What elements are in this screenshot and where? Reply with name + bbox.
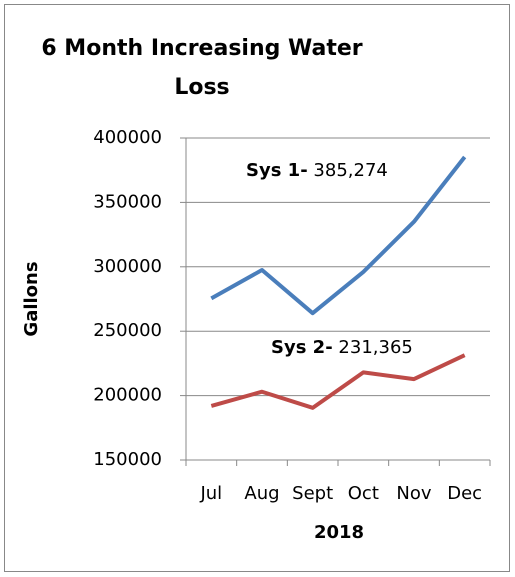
annotation: Sys 1- 385,274 bbox=[246, 160, 388, 181]
annotation-bold: Sys 2- bbox=[271, 337, 333, 358]
y-tick-label: 250000 bbox=[93, 320, 162, 341]
chart-title: Loss bbox=[174, 75, 229, 100]
x-tick-label: Aug bbox=[244, 483, 279, 504]
x-axis-label: 2018 bbox=[314, 522, 364, 543]
y-axis-label: Gallons bbox=[21, 261, 42, 336]
y-tick-label: 400000 bbox=[93, 127, 162, 148]
annotation-bold: Sys 1- bbox=[246, 160, 308, 181]
y-tick-label: 350000 bbox=[93, 191, 162, 212]
x-tick-label: Oct bbox=[348, 483, 379, 504]
chart-title: 6 Month Increasing Water bbox=[41, 36, 362, 61]
annotation: Sys 2- 231,365 bbox=[271, 337, 413, 358]
x-tick-label: Nov bbox=[396, 483, 431, 504]
y-tick-label: 200000 bbox=[93, 385, 162, 406]
x-tick-label: Dec bbox=[447, 483, 482, 504]
x-tick-label: Jul bbox=[199, 483, 222, 504]
y-tick-label: 150000 bbox=[93, 449, 162, 470]
annotation-text: 231,365 bbox=[338, 337, 412, 358]
annotation-text: 385,274 bbox=[313, 160, 387, 181]
series-line bbox=[210, 155, 467, 316]
x-tick-label: Sept bbox=[292, 483, 333, 504]
series-line bbox=[210, 353, 466, 410]
y-tick-label: 300000 bbox=[93, 256, 162, 277]
chart-border bbox=[4, 4, 510, 572]
